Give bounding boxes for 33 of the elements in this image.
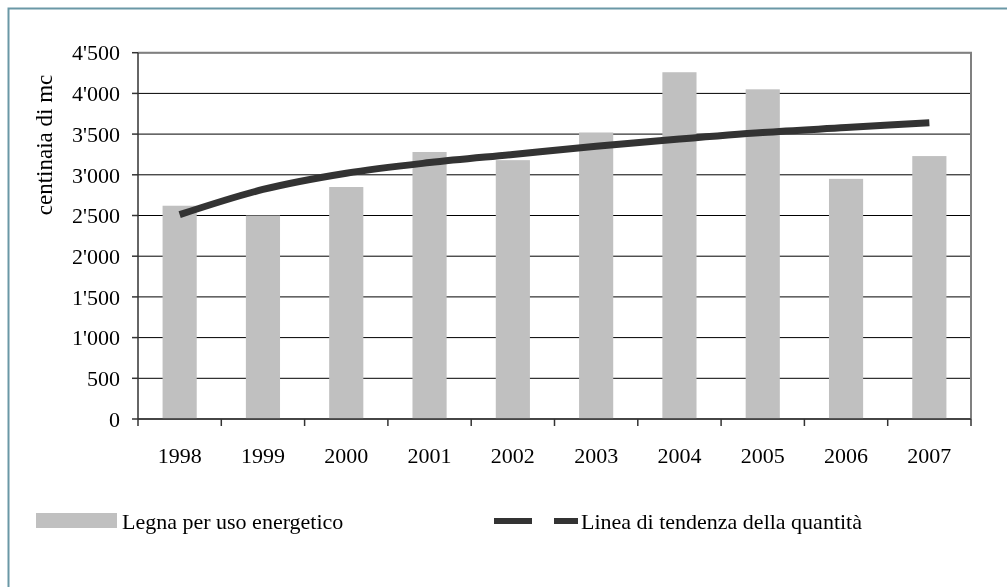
x-tick-label: 2002 [490, 443, 535, 468]
bar [412, 152, 447, 419]
x-tick-label: 2006 [824, 443, 869, 468]
y-tick-label: 3'500 [72, 121, 120, 147]
x-tick-label: 2007 [907, 443, 952, 468]
bar [579, 132, 614, 419]
y-tick-label: 4'500 [72, 40, 120, 66]
x-tick-label: 1998 [157, 443, 202, 468]
x-tick-label: 2000 [324, 443, 369, 468]
y-tick-label: 1'000 [72, 325, 120, 351]
bar [745, 89, 780, 419]
x-tick-label: 2005 [740, 443, 785, 468]
bar [662, 72, 697, 419]
legend-label: Linea di tendenza della quantità [581, 508, 863, 534]
bar [828, 178, 864, 419]
y-axis-title: centinaia di mc [32, 74, 57, 216]
y-tick-label: 2'000 [72, 243, 120, 269]
y-tick-label: 500 [87, 366, 120, 391]
x-tick-label: 2003 [574, 443, 619, 468]
y-tick-label: 1'500 [72, 284, 120, 310]
legend-label: Legna per uso energetico [122, 508, 344, 534]
y-tick-label: 4'000 [72, 81, 120, 107]
bar [245, 215, 281, 419]
bar [162, 205, 197, 419]
bar [329, 187, 364, 419]
bar [912, 156, 947, 419]
y-tick-label: 2'500 [72, 203, 120, 229]
x-tick-label: 2004 [657, 443, 702, 468]
bar [495, 160, 530, 419]
x-tick-label: 1999 [240, 443, 285, 468]
y-tick-label: 0 [109, 406, 120, 432]
y-tick-label: 3'000 [72, 162, 120, 188]
x-tick-label: 2001 [407, 443, 452, 468]
